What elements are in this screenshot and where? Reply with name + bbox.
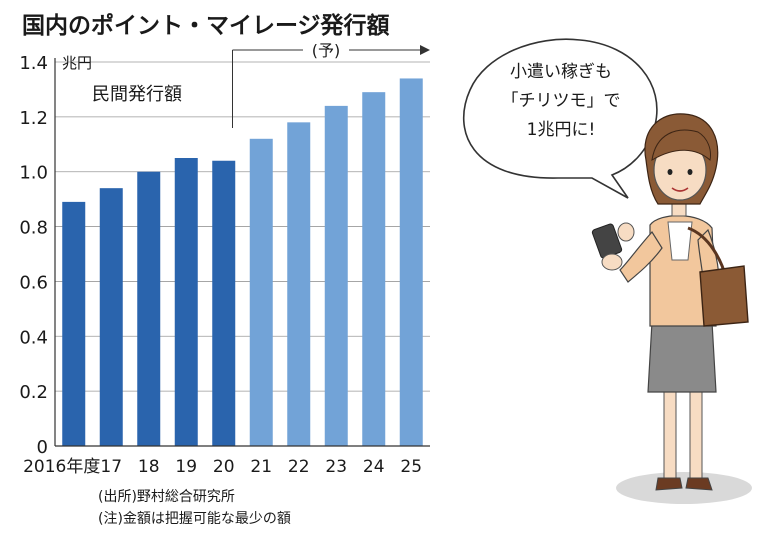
forecast-label-bg	[303, 40, 349, 60]
series-label: 民間発行額	[92, 84, 182, 105]
x-tick-label: 17	[100, 457, 122, 477]
x-tick-label: 19	[175, 457, 197, 477]
bar	[362, 92, 386, 447]
footnotes: (出所)野村総合研究所 (注)金額は把握可能な最少の額	[98, 486, 291, 530]
bar	[174, 158, 198, 446]
x-tick-label: 21	[250, 457, 272, 477]
y-tick-label: 0.8	[19, 218, 48, 239]
speech-bubble-text: 小遣い稼ぎも 「チリツモ」で 1兆円に!	[486, 58, 636, 145]
y-tick-label: 0	[37, 437, 48, 458]
x-tick-label: 23	[325, 457, 347, 477]
y-tick-label: 0.4	[19, 327, 48, 348]
bar	[249, 138, 273, 447]
bar	[62, 201, 86, 446]
y-unit-label: 兆円	[62, 54, 92, 72]
forecast-label: (予)	[312, 41, 341, 60]
x-tick-label: 20	[213, 457, 235, 477]
chart-title: 国内のポイント・マイレージ発行額	[22, 13, 390, 39]
caveat-note: (注)金額は把握可能な最少の額	[98, 511, 291, 527]
bubble-line-2: 「チリツモ」で	[501, 91, 621, 111]
y-tick-label: 1.2	[19, 108, 48, 129]
x-tick-label: 2016年度	[23, 457, 100, 477]
bubble-line-3: 1兆円に!	[526, 120, 596, 140]
speech-bubble-icon	[462, 38, 658, 199]
source-note: (出所)野村総合研究所	[98, 489, 235, 505]
bar	[99, 188, 123, 446]
y-tick-label: 0.2	[19, 382, 48, 403]
bar	[212, 160, 236, 446]
y-tick-label: 1.0	[19, 163, 48, 184]
bar	[287, 122, 311, 446]
forecast-arrowhead	[420, 45, 430, 55]
x-tick-label: 22	[288, 457, 310, 477]
bar	[324, 105, 348, 446]
y-tick-label: 0.6	[19, 272, 48, 293]
x-tick-label: 18	[138, 457, 160, 477]
y-tick-label: 1.4	[19, 53, 48, 74]
bar	[399, 78, 423, 446]
bubble-line-1: 小遣い稼ぎも	[510, 62, 612, 82]
bar	[137, 171, 161, 446]
x-tick-label: 25	[400, 457, 422, 477]
x-tick-label: 24	[363, 457, 385, 477]
woman-with-smartphone-icon	[591, 113, 752, 504]
